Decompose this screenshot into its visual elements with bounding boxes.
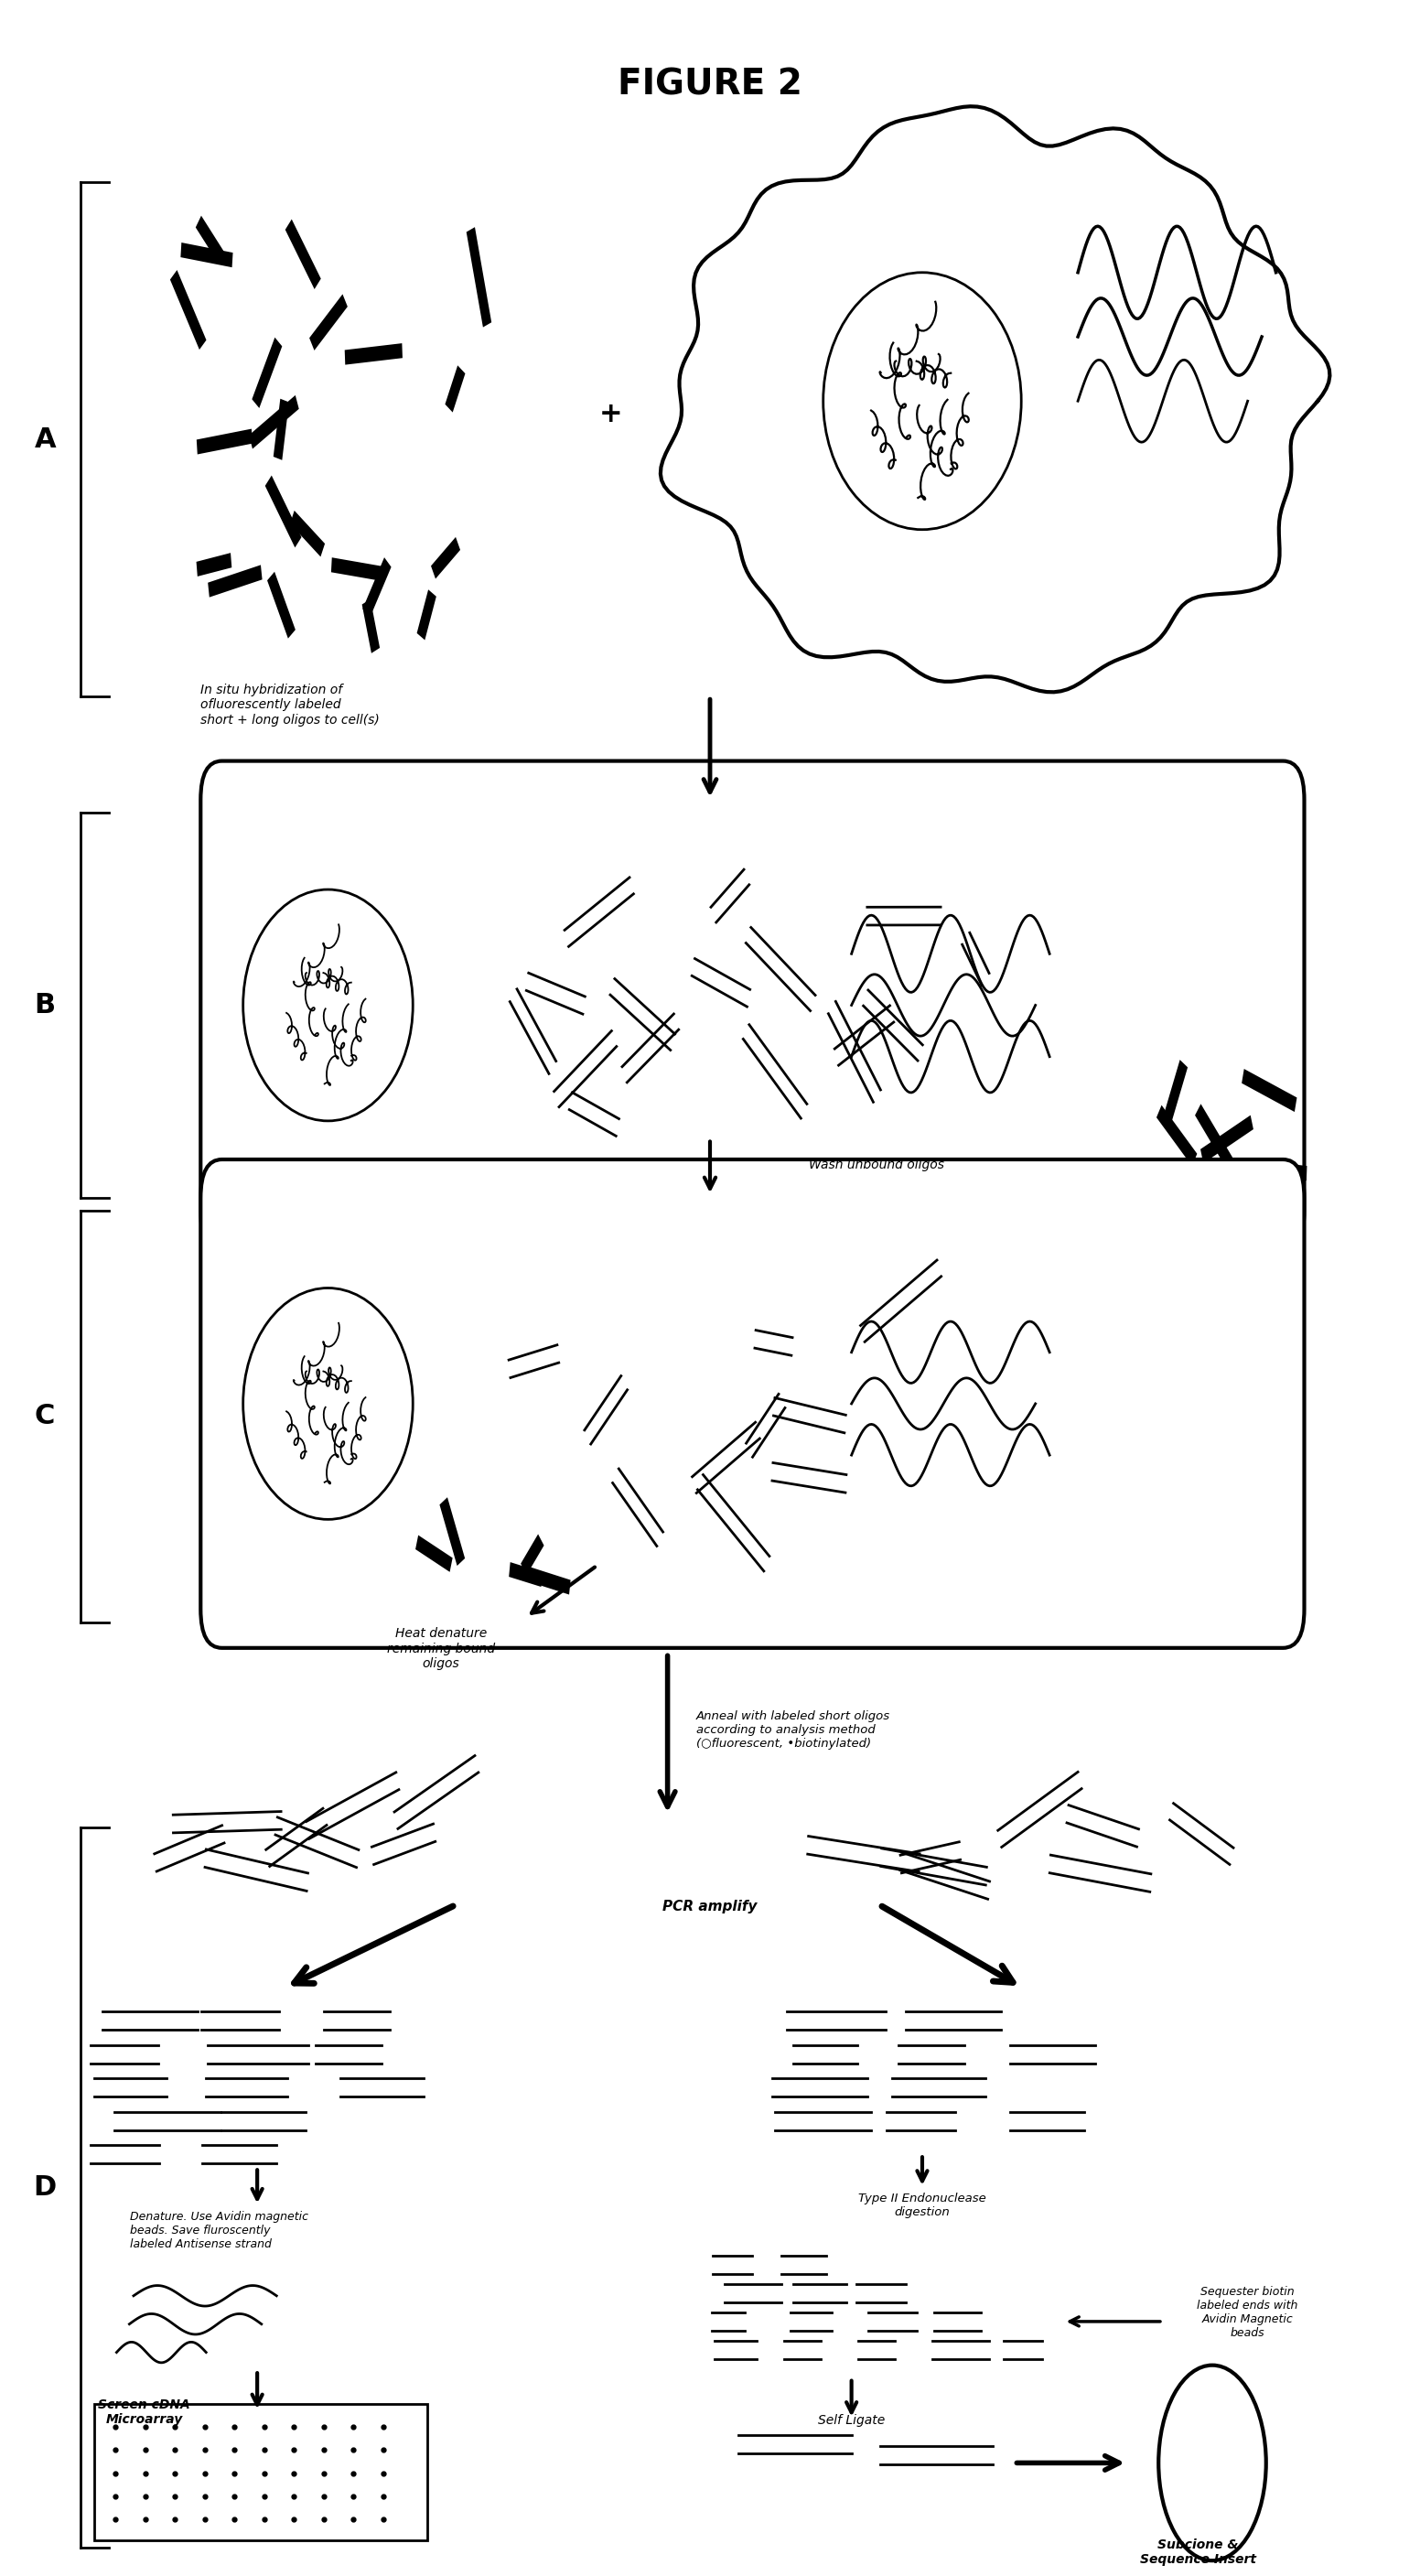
- Text: Subcione &
Sequence Insert: Subcione & Sequence Insert: [1140, 2537, 1257, 2566]
- Bar: [1164, 1061, 1187, 1123]
- Bar: [332, 559, 381, 580]
- Bar: [291, 513, 324, 554]
- Text: Anneal with labeled short oligos
according to analysis method
(○fluorescent, •bi: Anneal with labeled short oligos accordi…: [696, 1710, 890, 1749]
- Bar: [417, 592, 435, 639]
- Bar: [266, 477, 301, 546]
- Text: FIGURE 2: FIGURE 2: [618, 67, 802, 100]
- Bar: [197, 216, 223, 260]
- Text: Type II Endonuclease
digestion: Type II Endonuclease digestion: [858, 2192, 985, 2218]
- Bar: [467, 229, 490, 325]
- Bar: [172, 273, 206, 348]
- Bar: [1271, 1162, 1306, 1180]
- FancyBboxPatch shape: [200, 1159, 1304, 1649]
- Bar: [510, 1564, 541, 1587]
- Bar: [521, 1535, 542, 1574]
- Bar: [1196, 1105, 1231, 1167]
- Bar: [1201, 1118, 1252, 1162]
- Bar: [1242, 1072, 1296, 1110]
- Bar: [95, 2403, 427, 2540]
- Text: In situ hybridization of
ofluorescently labeled
short + long oligos to cell(s): In situ hybridization of ofluorescently …: [200, 683, 379, 726]
- Ellipse shape: [824, 273, 1021, 531]
- Bar: [364, 600, 379, 652]
- Bar: [253, 340, 281, 407]
- Text: +: +: [599, 402, 623, 428]
- Bar: [209, 567, 261, 595]
- Text: PCR amplify: PCR amplify: [663, 1901, 757, 1914]
- Bar: [345, 345, 402, 363]
- Bar: [197, 554, 230, 574]
- Bar: [287, 222, 320, 286]
- Bar: [440, 1499, 464, 1564]
- Bar: [364, 559, 391, 616]
- Text: Self Ligate: Self Ligate: [818, 2414, 885, 2427]
- Text: Heat denature
remaining bound
oligos: Heat denature remaining bound oligos: [388, 1628, 496, 1669]
- Circle shape: [1159, 2365, 1267, 2561]
- Bar: [182, 245, 231, 265]
- FancyBboxPatch shape: [200, 760, 1304, 1249]
- Bar: [446, 368, 464, 410]
- Bar: [416, 1538, 452, 1571]
- Text: C: C: [34, 1404, 55, 1430]
- Bar: [274, 399, 288, 459]
- Ellipse shape: [243, 1288, 413, 1520]
- Bar: [432, 538, 459, 577]
- Text: A: A: [34, 428, 55, 453]
- Bar: [197, 430, 251, 453]
- Bar: [250, 397, 298, 448]
- Text: Sequester biotin
labeled ends with
Avidin Magnetic
beads: Sequester biotin labeled ends with Avidi…: [1197, 2285, 1298, 2339]
- Text: D: D: [34, 2174, 57, 2200]
- Bar: [268, 574, 294, 636]
- Text: B: B: [34, 992, 55, 1018]
- Ellipse shape: [243, 889, 413, 1121]
- Bar: [528, 1569, 569, 1595]
- Text: Wash unbound oligos: Wash unbound oligos: [809, 1159, 944, 1172]
- Text: Denature. Use Avidin magnetic
beads. Save fluroscently
labeled Antisense strand: Denature. Use Avidin magnetic beads. Sav…: [129, 2210, 308, 2251]
- Text: Screen cDNA
Microarray: Screen cDNA Microarray: [98, 2398, 190, 2427]
- Bar: [311, 296, 346, 348]
- Bar: [1157, 1108, 1196, 1164]
